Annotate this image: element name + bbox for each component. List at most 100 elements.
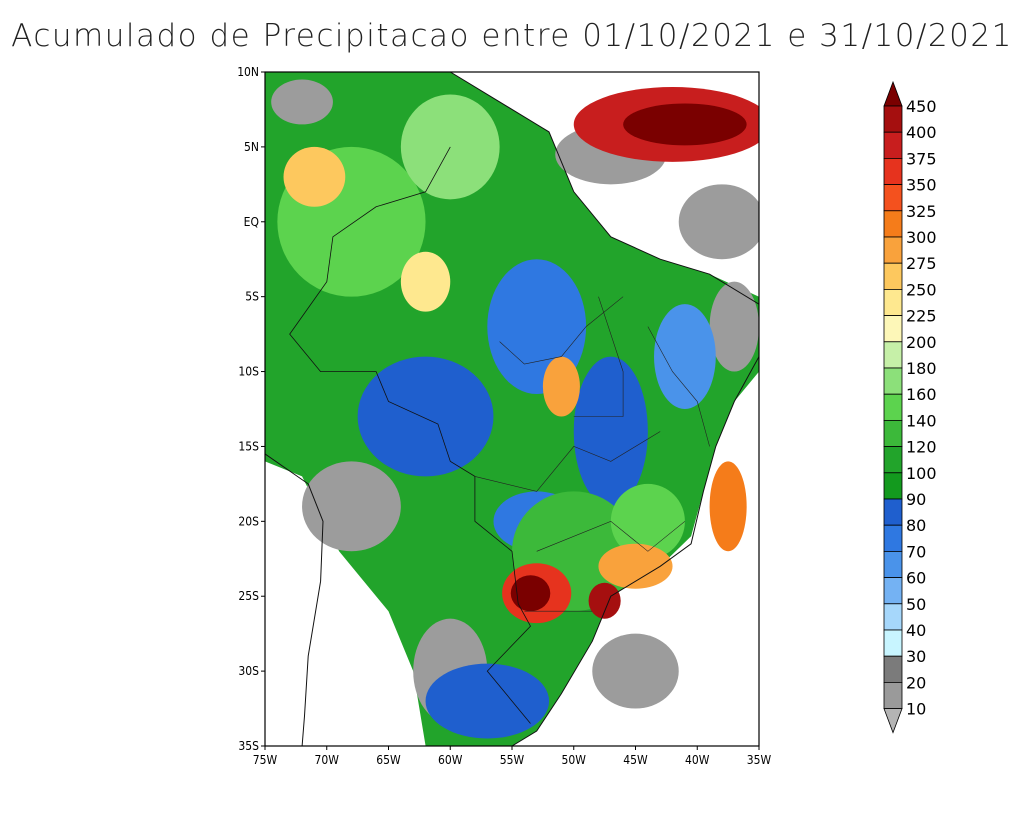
dry-zone-atlantic — [678, 184, 759, 260]
colorbar-swatch — [883, 446, 903, 474]
colorbar-swatch — [883, 131, 903, 159]
precipitation-field — [265, 72, 759, 746]
rain-region-minas — [610, 483, 685, 559]
colorbar-label: 140 — [906, 411, 937, 430]
colorbar-label: 30 — [906, 647, 926, 666]
colorbar-label: 40 — [906, 621, 926, 640]
rain-max-colombia — [283, 146, 346, 207]
colorbar-swatch — [883, 655, 903, 683]
colorbar-label: 450 — [906, 97, 937, 116]
coastline-west — [265, 453, 324, 746]
colorbar-swatch — [883, 367, 903, 395]
rain-peak-equatorial-atlantic — [623, 103, 747, 146]
colorbar-swatch — [883, 288, 903, 316]
colorbar-label: 200 — [906, 333, 937, 352]
colorbar-swatch — [883, 577, 903, 605]
colorbar-swatch — [883, 498, 903, 526]
colorbar-label: 60 — [906, 569, 926, 588]
colorbar-swatch — [883, 210, 903, 238]
colorbar-bottom-arrow — [883, 708, 903, 734]
dry-zone-northeast — [709, 281, 759, 372]
colorbar-swatch — [883, 524, 903, 552]
lon-tick-label: 45W — [623, 753, 648, 767]
lon-tick-label: 50W — [562, 753, 587, 767]
rain-region-central — [573, 356, 648, 507]
colorbar-swatch — [883, 105, 903, 133]
colorbar-swatch — [883, 419, 903, 447]
lat-tick-label: 25S — [238, 589, 259, 603]
colorbar-swatch — [883, 629, 903, 657]
colorbar-label: 375 — [906, 149, 937, 168]
colorbar-swatch — [883, 157, 903, 185]
map-title: Acumulado de Precipitacao entre 01/10/20… — [11, 18, 1013, 54]
lon-tick-label: 55W — [500, 753, 525, 767]
lon-tick-label: 70W — [315, 753, 340, 767]
colorbar-swatch — [883, 551, 903, 579]
border-brazil-west — [289, 146, 531, 724]
colorbar-label: 90 — [906, 490, 926, 509]
lon-tick-label: 60W — [438, 753, 463, 767]
colorbar-label: 250 — [906, 280, 937, 299]
colorbar-legend: 450 400 375 350 325 300 275 250 225 200 180 160 140 1… — [883, 80, 937, 734]
lat-tick-label: 35S — [238, 739, 259, 753]
rain-peak-parana — [510, 575, 551, 612]
colorbar-label: 80 — [906, 516, 926, 535]
rain-max-amazonas — [400, 251, 451, 312]
rain-max-sao-paulo — [598, 543, 673, 589]
colorbar-swatch — [883, 682, 903, 710]
colorbar-swatch — [883, 603, 903, 631]
lon-tick-label: 65W — [376, 753, 401, 767]
colorbar-label: 160 — [906, 385, 937, 404]
colorbar-label: 70 — [906, 542, 926, 561]
colorbar-label: 120 — [906, 438, 937, 457]
colorbar-swatch — [883, 341, 903, 369]
coastline-east — [450, 72, 759, 746]
rain-region-west — [357, 356, 494, 477]
rain-max-mato-grosso — [542, 356, 580, 417]
colorbar-top-arrow — [883, 80, 903, 107]
colorbar-swatch — [883, 472, 903, 500]
colorbar-swatch — [883, 393, 903, 421]
colorbar-label: 20 — [906, 673, 926, 692]
lat-tick-label: 15S — [238, 439, 259, 453]
lon-tick-label: 75W — [253, 753, 278, 767]
lat-tick-label: 5N — [244, 140, 259, 154]
state-border — [573, 296, 624, 417]
colorbar-swatch — [883, 262, 903, 290]
colorbar-swatch — [883, 236, 903, 264]
colorbar-label: 350 — [906, 176, 937, 195]
lat-tick-label: 5S — [245, 290, 259, 304]
dry-zone-caribbean — [271, 79, 333, 125]
country-borders — [265, 72, 759, 746]
lat-tick-label: 30S — [238, 664, 259, 678]
lat-tick-label: 10S — [238, 365, 259, 379]
rain-region-south — [425, 663, 550, 739]
colorbar-label: 180 — [906, 359, 937, 378]
lon-tick-label: 40W — [685, 753, 710, 767]
lat-tick-label: 20S — [238, 514, 259, 528]
lat-tick-label: EQ — [244, 215, 259, 229]
lon-tick-label: 35W — [747, 753, 772, 767]
longitude-axis: 75W 70W 65W 60W 55W 50W 45W 40W 35W — [253, 746, 772, 767]
rain-max-coast — [588, 582, 621, 619]
colorbar-label: 325 — [906, 202, 937, 221]
state-border — [499, 296, 624, 365]
colorbar-label: 300 — [906, 228, 937, 247]
state-border — [474, 431, 661, 492]
colorbar-label: 400 — [906, 123, 937, 142]
colorbar-label: 100 — [906, 464, 937, 483]
state-border — [647, 326, 710, 447]
colorbar-label: 225 — [906, 307, 937, 326]
colorbar-label: 275 — [906, 254, 937, 273]
lat-tick-label: 10N — [237, 65, 259, 79]
colorbar-swatch — [883, 184, 903, 212]
latitude-axis: 10N 5N EQ 5S 10S 15S 20S 25S 30S 35S — [237, 65, 265, 753]
rain-max-espirito-santo — [709, 461, 747, 552]
colorbar-label: 10 — [906, 700, 926, 719]
colorbar-label: 50 — [906, 595, 926, 614]
rain-region-northeast — [654, 304, 716, 410]
dry-zone-south-atlantic — [592, 633, 679, 709]
state-border — [536, 520, 686, 552]
dry-zone-andes — [302, 461, 401, 552]
